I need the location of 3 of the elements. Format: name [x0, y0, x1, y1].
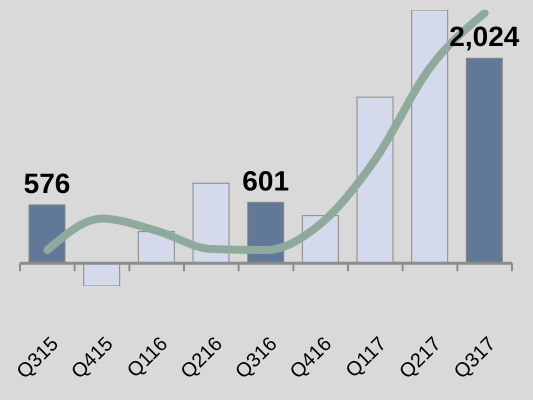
data-label: 2,024: [449, 21, 520, 52]
data-label: 601: [242, 165, 290, 196]
data-label: 576: [24, 168, 70, 199]
